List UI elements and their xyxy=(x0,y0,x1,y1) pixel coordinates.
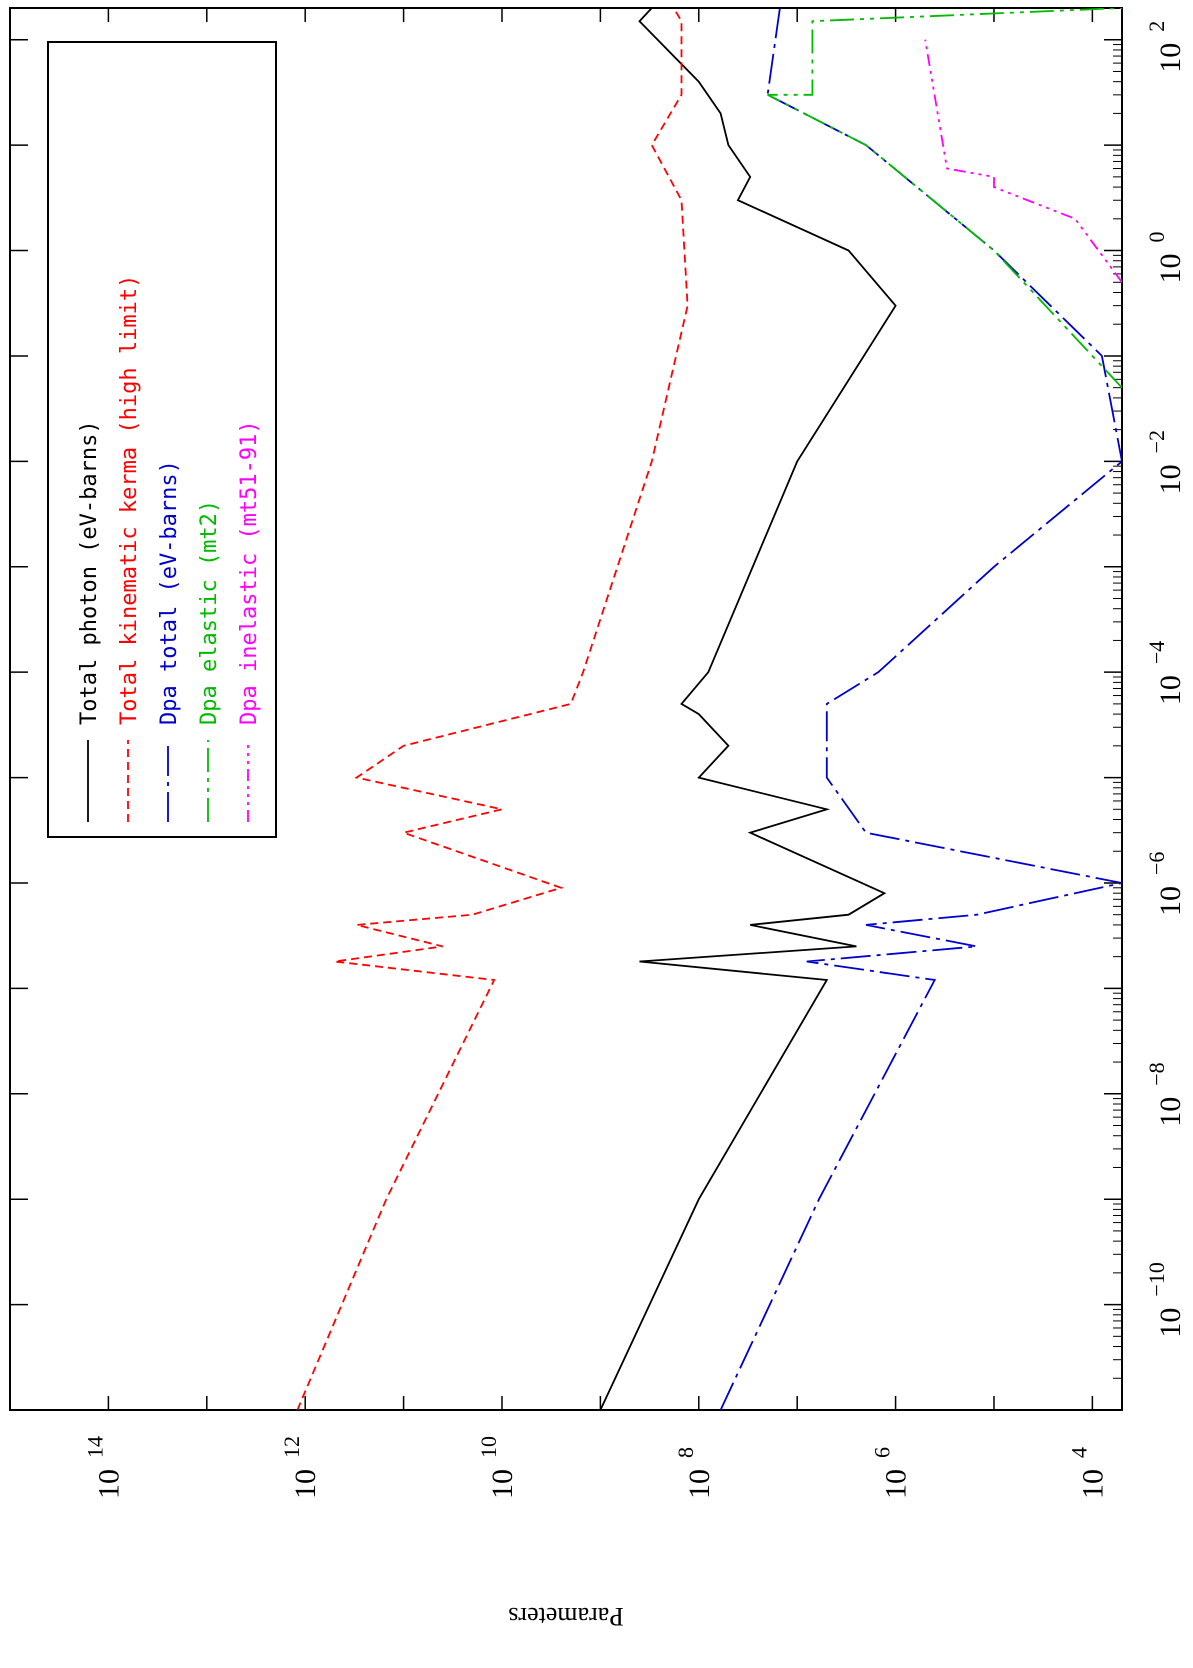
series-line-0 xyxy=(599,8,897,1410)
y-tick-base: 10 xyxy=(1076,1469,1109,1499)
x-tick-base: 10 xyxy=(1154,464,1187,494)
y-tick-base: 10 xyxy=(486,1469,519,1499)
x-tick-label: 10−4 xyxy=(1144,641,1187,705)
x-tick-label: 10−10 xyxy=(1144,1262,1187,1337)
x-tick-exponent: 2 xyxy=(1144,21,1169,32)
y-tick-label: 10 8 xyxy=(673,1447,716,1499)
legend-label-1: Total kinematic kerma (high limit) xyxy=(117,275,142,725)
y-axis-title-text: Parameters xyxy=(508,1602,624,1631)
y-tick-label: 10 6 xyxy=(870,1447,913,1499)
x-tick-exponent: −10 xyxy=(1144,1262,1169,1296)
series-line-4 xyxy=(924,39,1122,283)
y-tick-exponent: 12 xyxy=(279,1436,304,1458)
legend-entry-4: Dpa inelastic (mt51-91) xyxy=(237,420,262,725)
x-tick-exponent: −8 xyxy=(1144,1062,1169,1085)
x-tick-base: 10 xyxy=(1154,675,1187,705)
y-tick-base: 10 xyxy=(880,1469,913,1499)
x-tick-exponent: −6 xyxy=(1144,852,1169,875)
legend-label-4: Dpa inelastic (mt51-91) xyxy=(237,420,262,725)
x-tick-label: 10−6 xyxy=(1144,852,1187,916)
series-line-2 xyxy=(719,8,1122,1410)
x-tick-base: 10 xyxy=(1154,254,1187,284)
x-tick-label: 10 2 xyxy=(1144,21,1187,73)
series-line-3 xyxy=(767,8,1122,389)
y-axis-title: Parameters xyxy=(508,1602,624,1631)
x-tick-base: 10 xyxy=(1154,886,1187,916)
y-tick-exponent: 4 xyxy=(1066,1447,1091,1458)
y-tick-label: 10 4 xyxy=(1066,1447,1109,1499)
x-tick-label: 10−2 xyxy=(1144,430,1187,494)
legend-entry-2: Dpa total (eV-barns) xyxy=(157,460,182,725)
x-tick-label: 10 0 xyxy=(1144,232,1187,284)
plot-frame xyxy=(9,7,1123,1411)
y-tick-exponent: 14 xyxy=(82,1436,107,1458)
x-tick-exponent: 0 xyxy=(1144,232,1169,243)
y-tick-label: 10 14 xyxy=(82,1436,125,1499)
y-tick-label: 10 10 xyxy=(476,1436,519,1499)
y-tick-label: 10 12 xyxy=(279,1436,322,1499)
x-tick-base: 10 xyxy=(1154,43,1187,73)
legend-entry-0: Total photon (eV-barns) xyxy=(77,420,102,725)
y-tick-base: 10 xyxy=(92,1469,125,1499)
x-tick-exponent: −2 xyxy=(1144,430,1169,453)
legend-box xyxy=(47,41,277,838)
x-tick-base: 10 xyxy=(1154,1097,1187,1127)
y-tick-exponent: 8 xyxy=(673,1447,698,1458)
series-line-1 xyxy=(296,8,689,1410)
legend-label-0: Total photon (eV-barns) xyxy=(77,420,102,725)
legend: Total photon (eV-barns) Total kinematic k… xyxy=(47,41,277,838)
x-tick-exponent: −4 xyxy=(1144,641,1169,664)
y-tick-base: 10 xyxy=(683,1469,716,1499)
legend-entry-3: Dpa elastic (mt2) xyxy=(197,500,222,725)
y-tick-base: 10 xyxy=(289,1469,322,1499)
legend-label-3: Dpa elastic (mt2) xyxy=(197,500,222,725)
x-tick-label: 10 −8 xyxy=(1144,1062,1187,1126)
plot-layer: 10−1010−810−610−410−21001021041061081010… xyxy=(9,7,1187,1631)
legend-entry-1: Total kinematic kerma (high limit) xyxy=(117,275,142,725)
y-tick-exponent: 10 xyxy=(476,1436,501,1458)
legend-label-2: Dpa total (eV-barns) xyxy=(157,460,182,725)
y-tick-exponent: 6 xyxy=(870,1447,895,1458)
x-tick-base: 10 xyxy=(1154,1308,1187,1338)
